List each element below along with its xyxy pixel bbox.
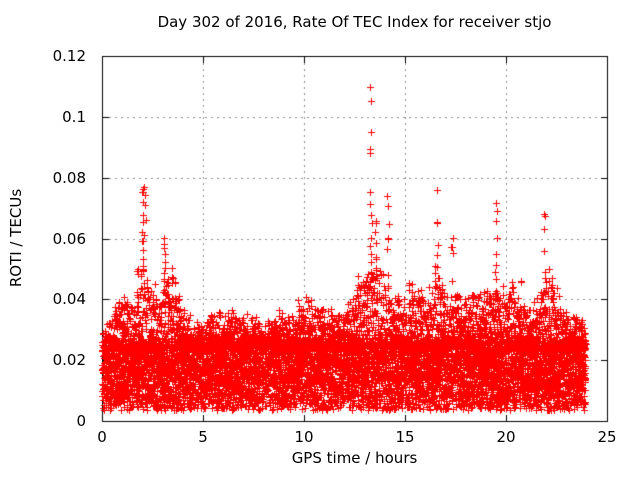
chart-title: Day 302 of 2016, Rate Of TEC Index for r… [157,13,552,31]
y-tick-label: 0.04 [52,290,86,308]
x-tick-label: 25 [597,428,617,446]
y-tick-label: 0.12 [52,47,86,65]
y-tick-label: 0.02 [52,351,86,369]
y-tick-label: 0 [76,412,86,430]
y-tick-label: 0.1 [62,108,86,126]
y-tick-label: 0.06 [52,230,86,248]
x-tick-label: 5 [198,428,208,446]
x-tick-label: 20 [496,428,516,446]
x-axis-label: GPS time / hours [291,449,418,467]
x-tick-label: 15 [395,428,415,446]
x-tick-label: 10 [294,428,314,446]
y-tick-label: 0.08 [52,169,86,187]
x-tick-label: 0 [97,428,107,446]
